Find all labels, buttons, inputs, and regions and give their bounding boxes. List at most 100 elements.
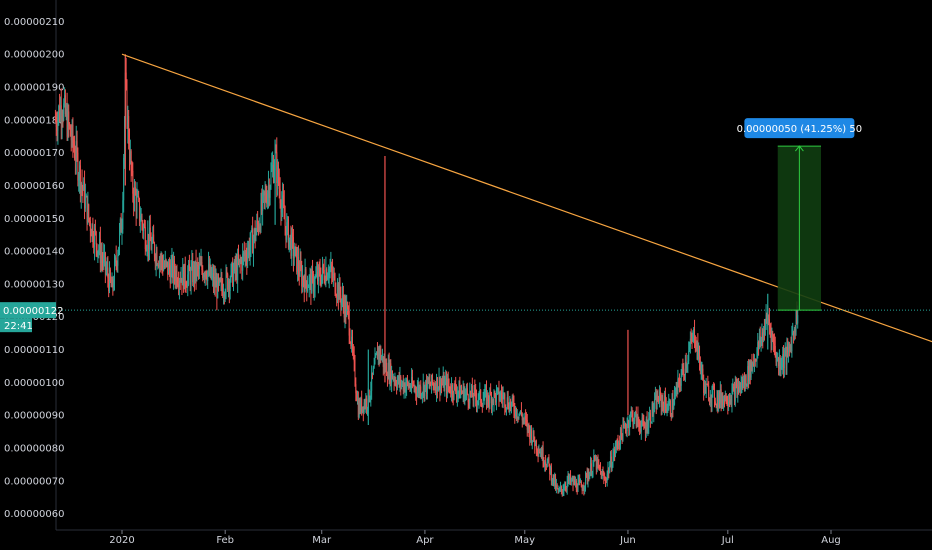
candle-body (618, 443, 620, 446)
candle-body (569, 475, 571, 481)
candle-body (208, 264, 210, 272)
x-tick-label: Jun (619, 535, 636, 546)
candle-body (783, 354, 785, 369)
candle-body (708, 385, 710, 401)
candle-body (197, 264, 199, 266)
candle-body (723, 396, 725, 406)
candle-body (58, 105, 60, 117)
candle-body (664, 395, 666, 405)
candle-body (327, 275, 329, 277)
candle-body (635, 411, 637, 427)
candle-body (293, 255, 295, 258)
candle-body (754, 358, 756, 361)
candle-body (174, 274, 176, 282)
candle-body (360, 398, 362, 412)
candle-body (549, 463, 551, 475)
candle-body (104, 252, 106, 256)
candle-body (471, 386, 473, 394)
candle-body (292, 232, 294, 238)
candle-body (82, 186, 84, 191)
candle-body (572, 478, 574, 485)
candle-body (69, 124, 71, 126)
candle-body (269, 186, 271, 198)
x-tick-label: May (514, 535, 535, 546)
candle-body (748, 360, 750, 382)
candle-body (123, 120, 125, 158)
candle-body (796, 310, 798, 324)
candle-body (663, 404, 665, 412)
candle-body (391, 370, 393, 384)
candle-body (536, 450, 538, 452)
candle-body (653, 408, 655, 414)
candle-body (587, 475, 589, 481)
drawing-overlays[interactable]: 0.00000050 (41.25%) 50 (56, 53, 932, 349)
candle-body (720, 389, 722, 404)
candle-body (630, 411, 632, 414)
candle-body (470, 390, 472, 394)
candle-body (453, 383, 455, 398)
candle-body (594, 455, 596, 461)
candle-body (285, 226, 287, 240)
candle-body (513, 402, 515, 412)
candle-body (483, 397, 485, 401)
candle-body (130, 151, 132, 171)
candle-body (134, 187, 136, 195)
candle-body (456, 393, 458, 398)
candle-body (317, 266, 319, 282)
candle-body (106, 267, 108, 270)
candle-body (500, 392, 502, 396)
candle-body (201, 261, 203, 270)
candle-body (160, 256, 162, 261)
candle-body (560, 486, 562, 489)
candle-body (342, 294, 344, 300)
candle-body (168, 263, 170, 275)
candle-body (252, 227, 254, 254)
candle-body (248, 244, 250, 256)
candle-body (435, 387, 437, 393)
candle-body (544, 462, 546, 465)
candle-body (684, 361, 686, 376)
candle-body (188, 263, 190, 271)
candle-body (153, 234, 155, 244)
candle-body (613, 449, 615, 457)
x-axis[interactable]: 2020 Feb Mar Apr May Jun Jul Aug (56, 529, 932, 546)
candle-body (761, 332, 763, 338)
candle-body (780, 366, 782, 369)
candle-body (305, 269, 307, 281)
candle-body (728, 401, 730, 403)
candle-body (357, 398, 359, 418)
candle-body (467, 394, 469, 403)
candle-body (770, 329, 772, 343)
candle-body (763, 328, 765, 341)
candle-body (582, 488, 584, 491)
candle-body (260, 199, 262, 231)
candle-body (444, 381, 446, 391)
candle-body (590, 463, 592, 473)
candle-body (678, 378, 680, 380)
candle-body (721, 399, 723, 404)
candle-body (312, 273, 314, 292)
candle-body (476, 401, 478, 405)
candle-body (436, 377, 438, 392)
candle-body (480, 389, 482, 403)
candle-body (383, 360, 385, 367)
candle-body (361, 398, 363, 412)
candle-body (566, 481, 568, 488)
candle-body (60, 105, 62, 122)
candle-body (128, 116, 130, 144)
candle-body (421, 392, 423, 395)
candle-body (308, 277, 310, 287)
candle-body (440, 383, 442, 392)
candle-body (347, 307, 349, 311)
candle-body (679, 378, 681, 384)
candle-body (776, 359, 778, 363)
candle-body (644, 426, 646, 429)
candle-body (758, 336, 760, 348)
candle-body (774, 345, 776, 356)
candle-body (158, 260, 160, 268)
candle-body (158, 264, 160, 268)
candle-body (413, 385, 415, 389)
candle-body (716, 395, 718, 405)
candle-body (547, 457, 549, 462)
